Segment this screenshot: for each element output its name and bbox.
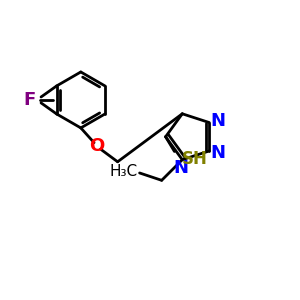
Text: N: N (210, 144, 225, 162)
Text: N: N (173, 159, 188, 177)
Text: N: N (210, 112, 225, 130)
Text: F: F (23, 91, 35, 109)
Text: H₃C: H₃C (110, 164, 138, 179)
Text: SH: SH (182, 150, 208, 168)
Text: O: O (89, 136, 105, 154)
